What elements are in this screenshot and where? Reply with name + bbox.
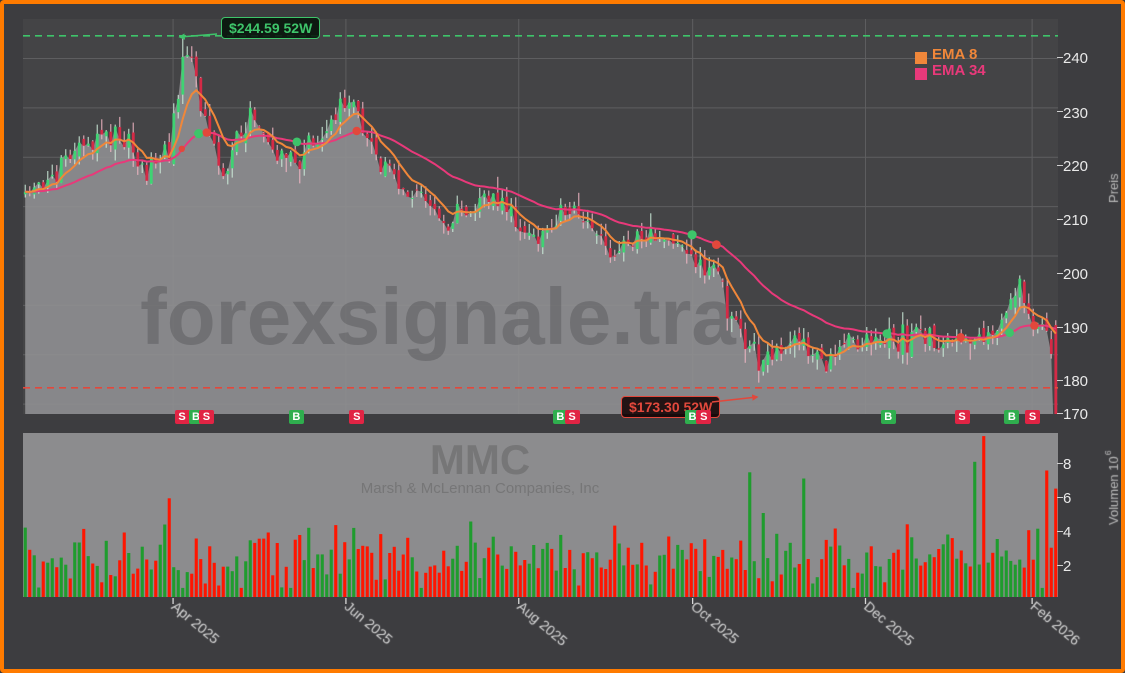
svg-text:Marsh & McLennan Companies, In: Marsh & McLennan Companies, Inc xyxy=(361,480,600,497)
svg-text:MMC: MMC xyxy=(430,436,530,483)
